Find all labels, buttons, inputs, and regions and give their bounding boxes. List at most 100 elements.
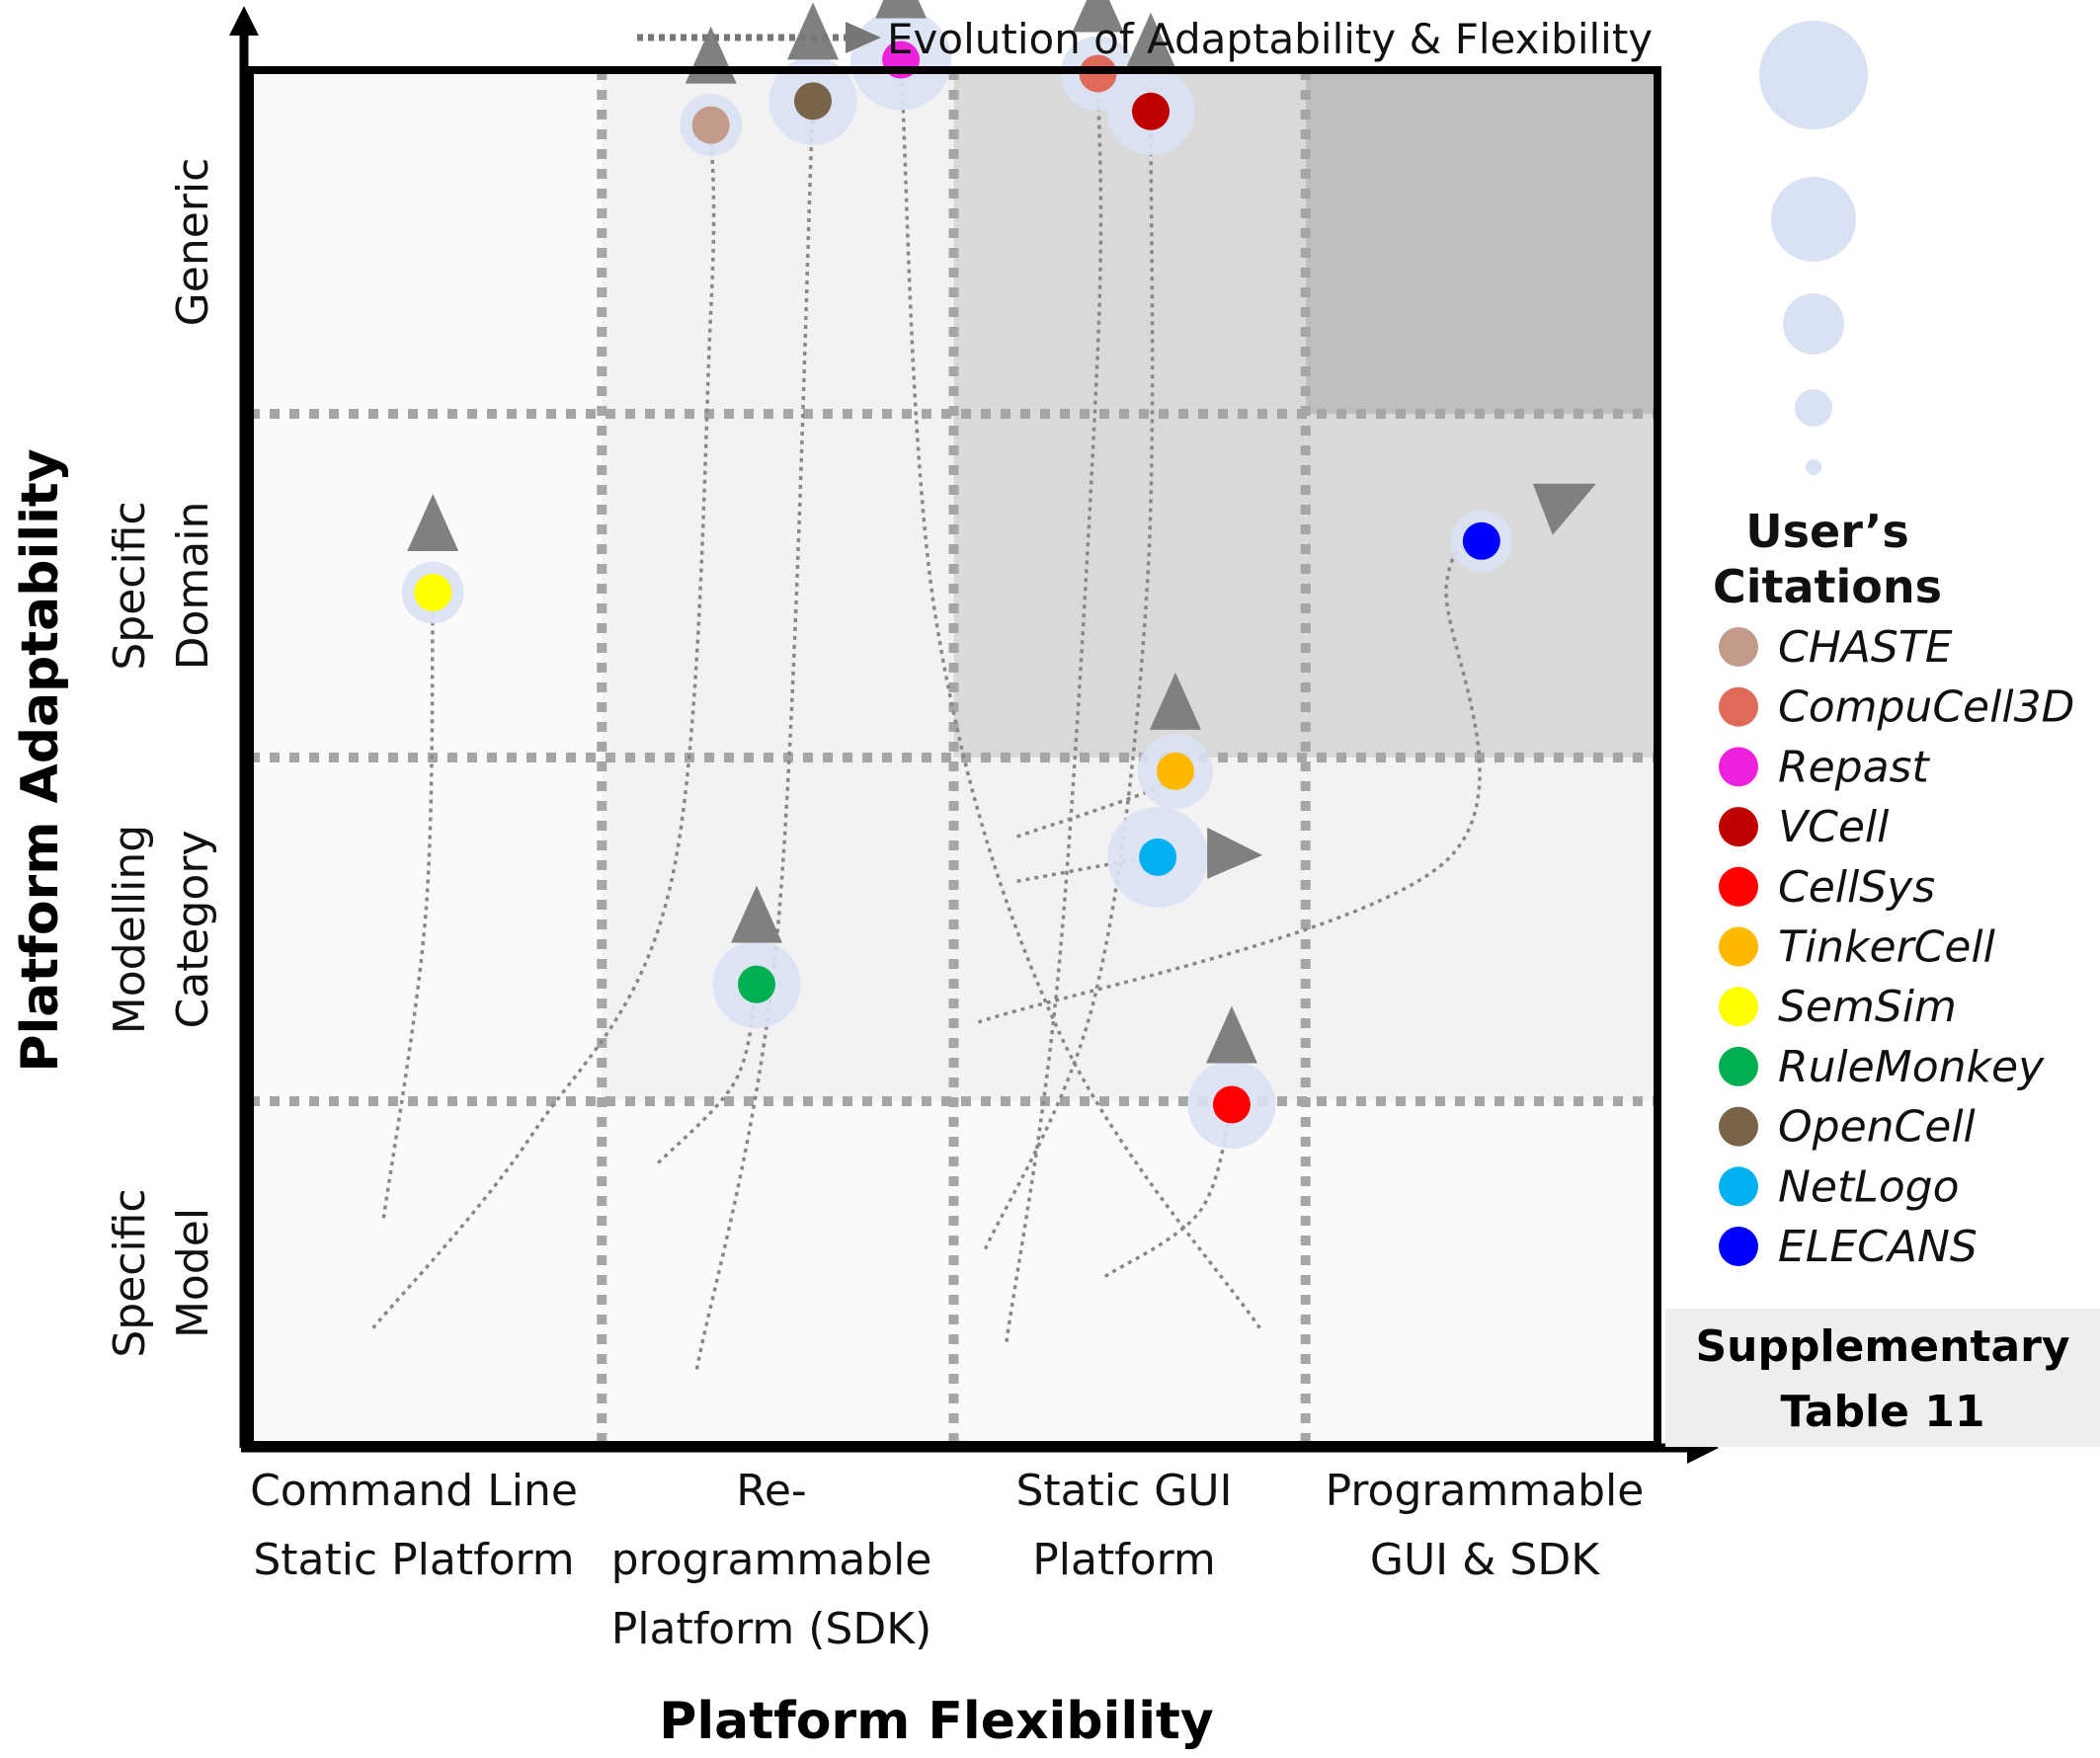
point-dot — [691, 106, 730, 144]
point-opencell — [768, 2, 857, 145]
y-category-label: Model — [168, 1208, 218, 1338]
y-category-label: Specific — [105, 1188, 155, 1357]
evolution-arrowhead-compucell3d — [1072, 0, 1124, 33]
point-dot — [794, 82, 832, 120]
legend-swatch — [1719, 1166, 1758, 1207]
x-category-line: Programmable — [1326, 1466, 1645, 1516]
quadrant-cell — [250, 70, 603, 414]
trail-vcell — [983, 111, 1155, 1250]
legend-swatch — [1719, 1106, 1758, 1147]
legend-swatch — [1719, 866, 1758, 907]
legend-label: Repast — [1778, 742, 1930, 792]
legend-label: OpenCell — [1778, 1102, 1977, 1153]
legend-label: RuleMonkey — [1778, 1042, 2045, 1092]
x-category-line: Platform (SDK) — [611, 1604, 932, 1654]
point-netlogo — [1107, 806, 1263, 908]
x-category-line: Static GUI — [1015, 1466, 1232, 1516]
supplementary-line: Table 11 — [1780, 1387, 1984, 1437]
trail-elecans — [977, 539, 1484, 1024]
x-category-line: Platform — [1032, 1535, 1216, 1585]
point-vcell — [1106, 12, 1195, 156]
legend-swatch — [1719, 987, 1758, 1027]
y-axis-arrowhead — [229, 6, 259, 36]
quadrant-grid — [250, 70, 1657, 1445]
legend-swatch — [1719, 747, 1758, 787]
supplementary-line: Supplementary — [1695, 1321, 2069, 1372]
evolution-arrowhead — [846, 22, 881, 53]
point-dot — [414, 573, 452, 611]
evolution-label: Evolution of Adaptability & Flexibility — [887, 15, 1653, 63]
citation-size-legend — [1759, 21, 1868, 475]
x-category-line: GUI & SDK — [1370, 1535, 1600, 1585]
size-legend-circle — [1783, 293, 1844, 355]
quadrant-cell — [602, 414, 954, 758]
evolution-arrowhead-vcell — [1125, 12, 1176, 70]
quadrant-cell — [1305, 70, 1657, 414]
y-category-label: Domain — [168, 502, 218, 671]
evolution-arrowhead-elecans — [1532, 483, 1596, 535]
point-dot — [738, 965, 775, 1003]
legend-swatch — [1719, 1227, 1758, 1266]
point-dot — [1212, 1085, 1251, 1124]
legend-label: ELECANS — [1778, 1222, 1978, 1272]
size-legend-circle — [1759, 21, 1868, 129]
quadrant-cell — [602, 70, 954, 414]
evolution-arrowhead-rulemonkey — [731, 885, 782, 943]
legend-label: NetLogo — [1778, 1161, 1960, 1212]
evolution-arrowhead-cellsys — [1205, 1005, 1257, 1064]
x-category-line: Re- — [736, 1466, 807, 1516]
y-category-labels: Specific Model Modelling Category Specific Do… — [105, 158, 218, 1358]
y-category-label: Category — [168, 831, 218, 1029]
trail-tinkercell — [1016, 769, 1177, 839]
supplementary-label: Supplementary Table 11 — [1695, 1321, 2069, 1437]
point-dot — [1156, 752, 1194, 790]
supplementary-box — [1665, 1309, 2100, 1447]
dotted-gridlines — [250, 70, 1657, 1445]
quadrant-cell — [250, 758, 603, 1101]
x-category-label: Re-programmable Platform (SDK) — [611, 1466, 932, 1654]
y-category-label: Generic — [168, 158, 218, 327]
legend-swatch — [1719, 807, 1758, 847]
platform-points — [401, 0, 1596, 1149]
x-category-line: Static Platform — [253, 1535, 574, 1585]
y-axis-title: Platform Adaptability — [11, 448, 70, 1072]
quadrant-cell — [602, 1101, 954, 1445]
legend-swatch — [1719, 1046, 1758, 1086]
y-category-label: Specific — [105, 501, 155, 670]
x-category-line: Command Line — [250, 1466, 578, 1516]
legend-swatch — [1719, 627, 1758, 667]
evolution-arrowhead-opencell — [787, 2, 839, 60]
point-elecans — [1450, 483, 1596, 573]
size-legend-circle — [1806, 459, 1821, 475]
legend-label: SemSim — [1778, 982, 1957, 1032]
x-category-line: programmable — [611, 1535, 932, 1585]
x-category-label: Programmable GUI & SDK — [1326, 1466, 1645, 1585]
quadrant-cell — [953, 758, 1306, 1101]
size-legend-circle — [1771, 177, 1856, 262]
trail-semsim — [381, 592, 435, 1219]
legend-title: User’s — [1745, 505, 1908, 558]
evolution-arrowhead-semsim — [407, 493, 459, 551]
evolution-arrowhead-tinkercell — [1149, 672, 1201, 730]
quadrant-cell — [250, 1101, 603, 1445]
evolution-arrowhead-netlogo — [1207, 827, 1263, 879]
legend-label: CHASTE — [1778, 622, 1953, 673]
x-category-label: Static GUI Platform — [1015, 1466, 1232, 1585]
trail-opencell — [694, 101, 815, 1370]
size-legend-circle — [1795, 389, 1832, 427]
legend-label: CellSys — [1778, 862, 1935, 913]
trail-chaste — [371, 124, 716, 1329]
point-dot — [1132, 92, 1170, 130]
trail-repast — [899, 59, 1261, 1329]
legend-swatch — [1719, 926, 1758, 967]
trail-compucell3d — [1005, 73, 1103, 1342]
legend-swatch — [1719, 686, 1758, 727]
y-category-label: Modelling — [105, 825, 155, 1034]
point-dot — [1462, 521, 1500, 560]
evolution-trails — [371, 59, 1484, 1370]
point-repast — [850, 0, 952, 111]
quadrant-cell — [953, 1101, 1306, 1445]
evolution-arrowhead-repast — [875, 0, 928, 19]
